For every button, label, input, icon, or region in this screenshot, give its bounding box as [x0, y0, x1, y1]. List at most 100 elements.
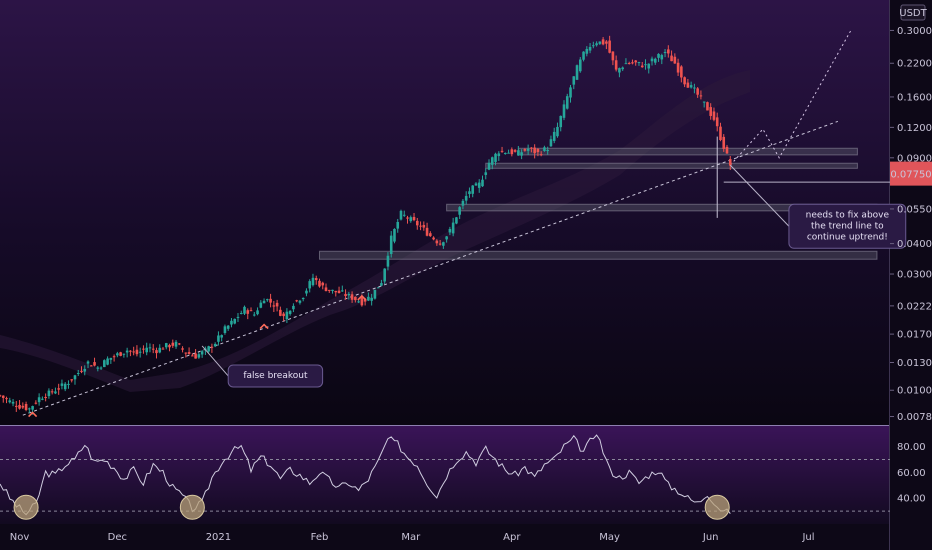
candle-body — [217, 335, 220, 342]
candle-body — [15, 405, 18, 407]
candle-body — [592, 45, 595, 47]
candle-body — [549, 139, 553, 147]
candle-body — [350, 294, 354, 300]
candle-body — [305, 290, 308, 294]
candle-body — [523, 149, 527, 151]
candle-body — [60, 383, 64, 386]
candle-body — [168, 344, 171, 348]
candle-body — [233, 318, 237, 324]
candle-body — [507, 152, 510, 154]
candle-body — [194, 353, 197, 359]
candle-body — [44, 396, 47, 398]
arrow-marker — [28, 411, 38, 418]
candle-body — [618, 68, 621, 73]
candle-body — [693, 87, 696, 89]
candle-body — [621, 67, 624, 70]
candle-body — [360, 297, 364, 306]
candle-body — [106, 358, 109, 365]
candle-body — [178, 343, 181, 345]
candle-body — [236, 316, 240, 318]
candle-body — [142, 348, 145, 350]
candle-body — [562, 104, 566, 118]
candle-body — [18, 404, 21, 409]
candle-body — [327, 289, 331, 291]
candle-body — [298, 300, 302, 303]
candle-body — [109, 357, 113, 360]
candle-body — [41, 398, 44, 400]
candle-body — [575, 65, 579, 80]
candle-body — [578, 59, 582, 72]
arrow-marker — [357, 294, 367, 301]
candle-body — [644, 64, 647, 66]
candle-body — [324, 287, 328, 292]
candle-body — [5, 398, 8, 400]
candle-body — [301, 297, 305, 300]
annotation-text: the trend line to — [811, 221, 884, 231]
candle-body — [210, 346, 214, 348]
candle-body — [367, 296, 370, 301]
candle-body — [719, 126, 722, 141]
candle-body — [239, 313, 243, 315]
candle-body — [497, 153, 501, 157]
candle-body — [510, 149, 514, 155]
candle-body — [438, 243, 442, 245]
candle-body — [34, 402, 38, 404]
candle-body — [63, 383, 67, 390]
candle-body — [259, 302, 263, 308]
candle-body — [399, 210, 403, 220]
candle-body — [706, 102, 709, 111]
candle-body — [67, 383, 70, 385]
annotation-text: false breakout — [243, 371, 308, 381]
candle-body — [536, 149, 540, 153]
candle-body — [686, 82, 690, 88]
candle-body — [103, 360, 106, 368]
rsi-line — [0, 434, 731, 516]
currency-badge[interactable] — [900, 4, 926, 21]
candle-body — [119, 352, 122, 356]
annotation-box — [788, 203, 907, 249]
candle-body — [24, 403, 28, 410]
candle-body — [0, 395, 2, 397]
rsi-tick-label: 60.00 — [897, 468, 926, 479]
time-tick-label: Feb — [311, 532, 329, 543]
candle-body — [680, 66, 683, 78]
last-price-tag — [890, 161, 932, 186]
candle-body — [246, 310, 250, 314]
time-tick-label: Nov — [10, 532, 30, 543]
candle-body — [386, 255, 390, 267]
candle-body — [624, 63, 628, 65]
candle-body — [673, 56, 677, 64]
time-axis-bg — [0, 524, 932, 550]
candle-body — [57, 388, 60, 390]
candle-body — [477, 182, 481, 188]
candle-body — [31, 406, 34, 410]
candle-body — [8, 400, 12, 403]
candle-body — [76, 373, 80, 375]
candle-body — [83, 368, 87, 372]
candle-body — [54, 391, 57, 394]
candle-body — [572, 76, 576, 85]
candle-body — [11, 401, 15, 404]
candle-body — [376, 287, 380, 289]
candle-body — [608, 40, 611, 53]
candle-body — [455, 217, 458, 224]
candle-body — [262, 300, 266, 304]
candle-body — [565, 96, 569, 109]
time-tick-label: Jun — [702, 532, 719, 543]
annotation-leader — [729, 164, 790, 227]
candle-body — [598, 41, 602, 44]
candle-body — [337, 290, 341, 294]
candle-body — [151, 348, 155, 350]
candle-body — [318, 280, 321, 287]
candle-body — [28, 408, 31, 410]
arrow-marker — [259, 323, 269, 330]
candle-body — [292, 305, 295, 310]
candle-body — [279, 309, 282, 316]
candle-body — [631, 62, 634, 64]
